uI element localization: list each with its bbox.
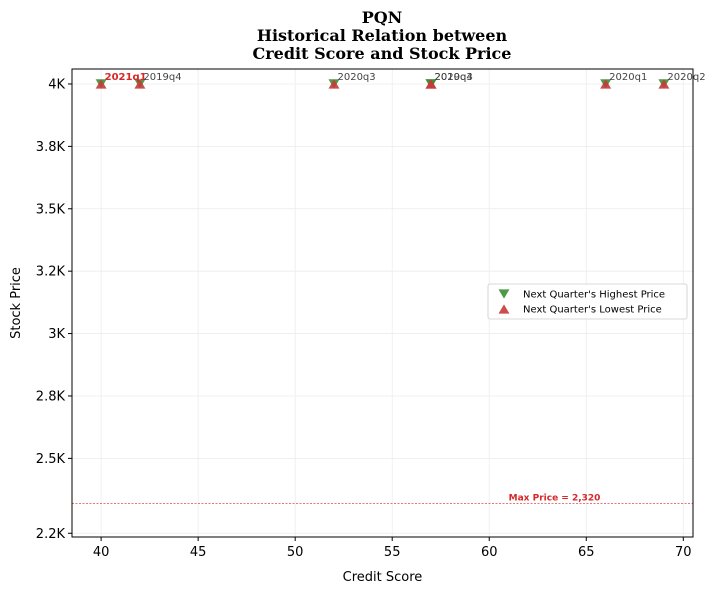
title-line: PQN	[362, 8, 403, 27]
x-tick-label: 60	[481, 545, 498, 560]
legend-marker	[498, 304, 510, 314]
y-tick-label: 2.2K	[36, 527, 66, 542]
legend-entry: Next Quarter's Lowest Price	[523, 305, 662, 316]
point-label: 2021q1	[105, 72, 147, 83]
max-price-label: Max Price = 2,320	[509, 493, 601, 503]
point-label: 2019q3	[435, 72, 473, 83]
x-axis-label: Credit Score	[343, 570, 423, 585]
lowest-price-marker	[425, 79, 437, 89]
reference-line-group: Max Price = 2,320	[72, 493, 693, 504]
x-tick-label: 40	[93, 545, 110, 560]
lowest-price-marker	[600, 79, 612, 89]
lowest-price-marker	[328, 79, 340, 89]
legend: Next Quarter's Highest Price Next Quarter…	[487, 283, 688, 320]
point-label: 2020q1	[609, 72, 647, 83]
lowest-price-marker	[134, 79, 146, 89]
x-tick-label: 65	[578, 545, 595, 560]
x-tick-label: 70	[675, 545, 692, 560]
legend-marker	[498, 289, 510, 299]
legend-box	[487, 283, 688, 320]
data-points	[95, 79, 670, 89]
y-tick-label: 2.8K	[36, 389, 66, 404]
title-line: Historical Relation between	[257, 26, 508, 45]
y-axis-label: Stock Price	[9, 267, 24, 339]
x-tick-label: 55	[384, 545, 401, 560]
y-tick-label: 3.5K	[36, 202, 66, 217]
point-label: 2020q3	[337, 72, 375, 83]
y-tick-label: 3K	[48, 327, 65, 342]
point-label: 2020q2	[667, 72, 705, 83]
y-tick-label: 3.8K	[36, 140, 66, 155]
legend-entry: Next Quarter's Highest Price	[523, 290, 665, 301]
y-tick-label: 3.2K	[36, 265, 66, 280]
lowest-price-marker	[658, 79, 670, 89]
plot-frame	[71, 68, 694, 538]
y-tick-label: 2.5K	[36, 452, 66, 467]
lowest-price-marker	[95, 79, 107, 89]
y-tick-label: 4K	[48, 77, 65, 92]
x-tick-label: 50	[287, 545, 304, 560]
y-axis-ticks: 2.2K 2.5K 2.8K 3K 3.2K 3.5K 3.8K 4K	[36, 77, 72, 542]
x-axis-ticks: 40 45 50 55 60 65 70	[93, 537, 692, 560]
point-label: 2020q4	[435, 72, 473, 83]
x-tick-label: 45	[190, 545, 207, 560]
title-line: Credit Score and Stock Price	[253, 44, 512, 63]
point-label: 2019q4	[143, 72, 181, 83]
